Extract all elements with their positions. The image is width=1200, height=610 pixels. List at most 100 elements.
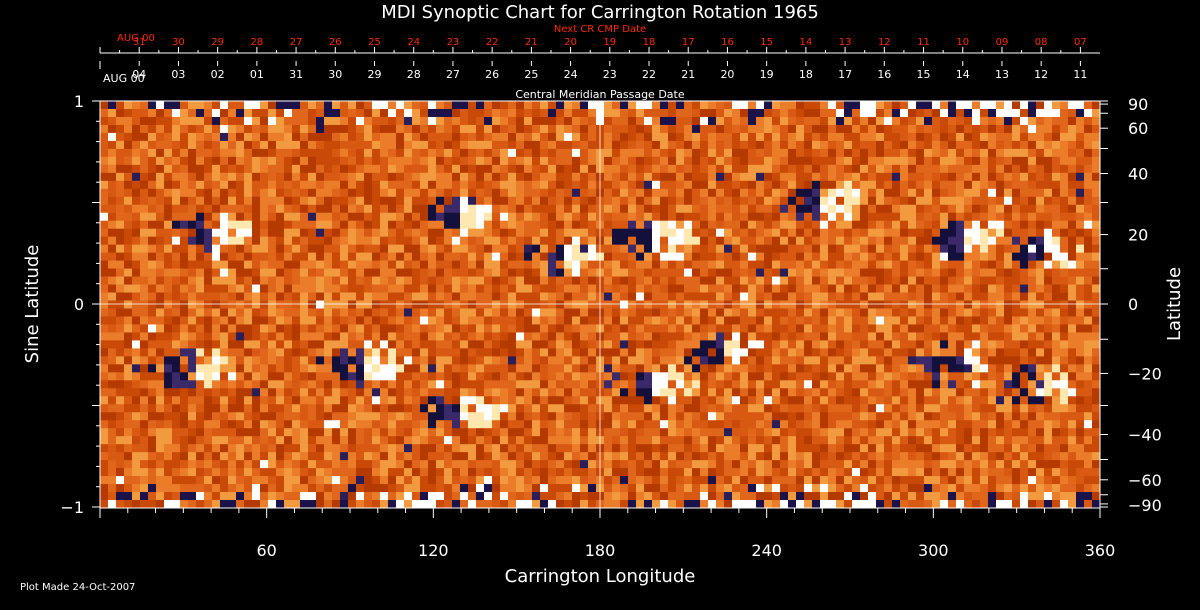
heatmap-cell [1076, 284, 1085, 293]
heatmap-cell [1044, 372, 1053, 381]
heatmap-cell [620, 116, 629, 126]
heatmap-cell [180, 204, 189, 214]
heatmap-cell [388, 124, 397, 134]
heatmap-cell [124, 364, 133, 373]
heatmap-cell [876, 220, 885, 230]
heatmap-cell [1076, 172, 1085, 182]
heatmap-cell [268, 252, 277, 262]
heatmap-cell [948, 116, 957, 126]
heatmap-cell [364, 340, 373, 349]
heatmap-cell [700, 212, 709, 222]
heatmap-cell [844, 396, 853, 405]
heatmap-cell [780, 284, 789, 293]
heatmap-cell [164, 300, 173, 309]
heatmap-cell [612, 236, 621, 246]
heatmap-cell [284, 204, 293, 214]
heatmap-cell [452, 101, 461, 110]
heatmap-cell [308, 332, 317, 341]
heatmap-cell [588, 316, 597, 325]
heatmap-cell [164, 276, 173, 285]
heatmap-cell [940, 236, 949, 246]
heatmap-cell [292, 396, 301, 405]
heatmap-cell [948, 228, 957, 238]
heatmap-cell [420, 252, 429, 262]
heatmap-cell [788, 404, 797, 413]
heatmap-cell [476, 132, 485, 142]
heatmap-cell [164, 116, 173, 126]
cmp-date-label: 11 [1073, 68, 1087, 81]
heatmap-cell [900, 284, 909, 293]
heatmap-cell [764, 244, 773, 254]
heatmap-cell [412, 180, 421, 190]
heatmap-cell [364, 212, 373, 222]
heatmap-cell [124, 148, 133, 158]
heatmap-cell [780, 244, 789, 254]
heatmap-cell [212, 388, 221, 397]
heatmap-cell [980, 220, 989, 230]
heatmap-cell [748, 340, 757, 349]
heatmap-cell [140, 228, 149, 238]
heatmap-cell [924, 228, 933, 238]
heatmap-cell [884, 172, 893, 182]
heatmap-cell [364, 268, 373, 277]
heatmap-cell [116, 324, 125, 333]
heatmap-cell [948, 308, 957, 317]
heatmap-cell [700, 204, 709, 214]
heatmap-cell [964, 348, 973, 357]
heatmap-cell [500, 132, 509, 142]
heatmap-cell [764, 276, 773, 285]
heatmap-cell [1092, 204, 1101, 214]
heatmap-cell [1060, 388, 1069, 397]
heatmap-cell [772, 101, 781, 110]
heatmap-cell [484, 380, 493, 389]
heatmap-cell [500, 308, 509, 317]
heatmap-cell [708, 140, 717, 150]
heatmap-cell [996, 124, 1005, 134]
heatmap-cell [1068, 388, 1077, 397]
heatmap-cell [588, 292, 597, 301]
heatmap-cell [652, 132, 661, 142]
heatmap-cell [228, 324, 237, 333]
heatmap-cell [604, 180, 613, 190]
heatmap-cell [404, 276, 413, 285]
heatmap-cell [948, 396, 957, 405]
heatmap-cell [236, 268, 245, 277]
heatmap-cell [220, 204, 229, 214]
heatmap-cell [612, 108, 621, 118]
heatmap-cell [476, 164, 485, 174]
heatmap-cell [1012, 101, 1021, 110]
heatmap-cell [204, 244, 213, 254]
heatmap-cell [684, 220, 693, 230]
heatmap-cell [540, 180, 549, 190]
heatmap-cell [788, 101, 797, 110]
heatmap-cell [684, 268, 693, 277]
heatmap-cell [876, 132, 885, 142]
heatmap-cell [1004, 340, 1013, 349]
heatmap-cell [868, 364, 877, 373]
heatmap-cell [516, 284, 525, 293]
heatmap-cell [404, 252, 413, 262]
heatmap-cell [572, 396, 581, 405]
heatmap-cell [948, 108, 957, 118]
heatmap-cell [244, 204, 253, 214]
heatmap-cell [852, 316, 861, 325]
heatmap-cell [324, 348, 333, 357]
heatmap-cell [508, 284, 517, 293]
heatmap-cell [564, 332, 573, 341]
heatmap-cell [508, 340, 517, 349]
heatmap-cell [972, 188, 981, 198]
heatmap-cell [332, 372, 341, 381]
heatmap-cell [964, 268, 973, 277]
heatmap-cell [1076, 356, 1085, 365]
heatmap-cell [492, 244, 501, 254]
heatmap-cell [148, 404, 157, 413]
heatmap-cell [604, 268, 613, 277]
heatmap-cell [1012, 340, 1021, 349]
heatmap-cell [388, 308, 397, 317]
heatmap-cell [436, 196, 445, 206]
heatmap-cell [188, 252, 197, 262]
heatmap-cell [180, 188, 189, 198]
heatmap-cell [708, 372, 717, 381]
heatmap-cell [100, 116, 109, 126]
heatmap-cell [996, 300, 1005, 309]
